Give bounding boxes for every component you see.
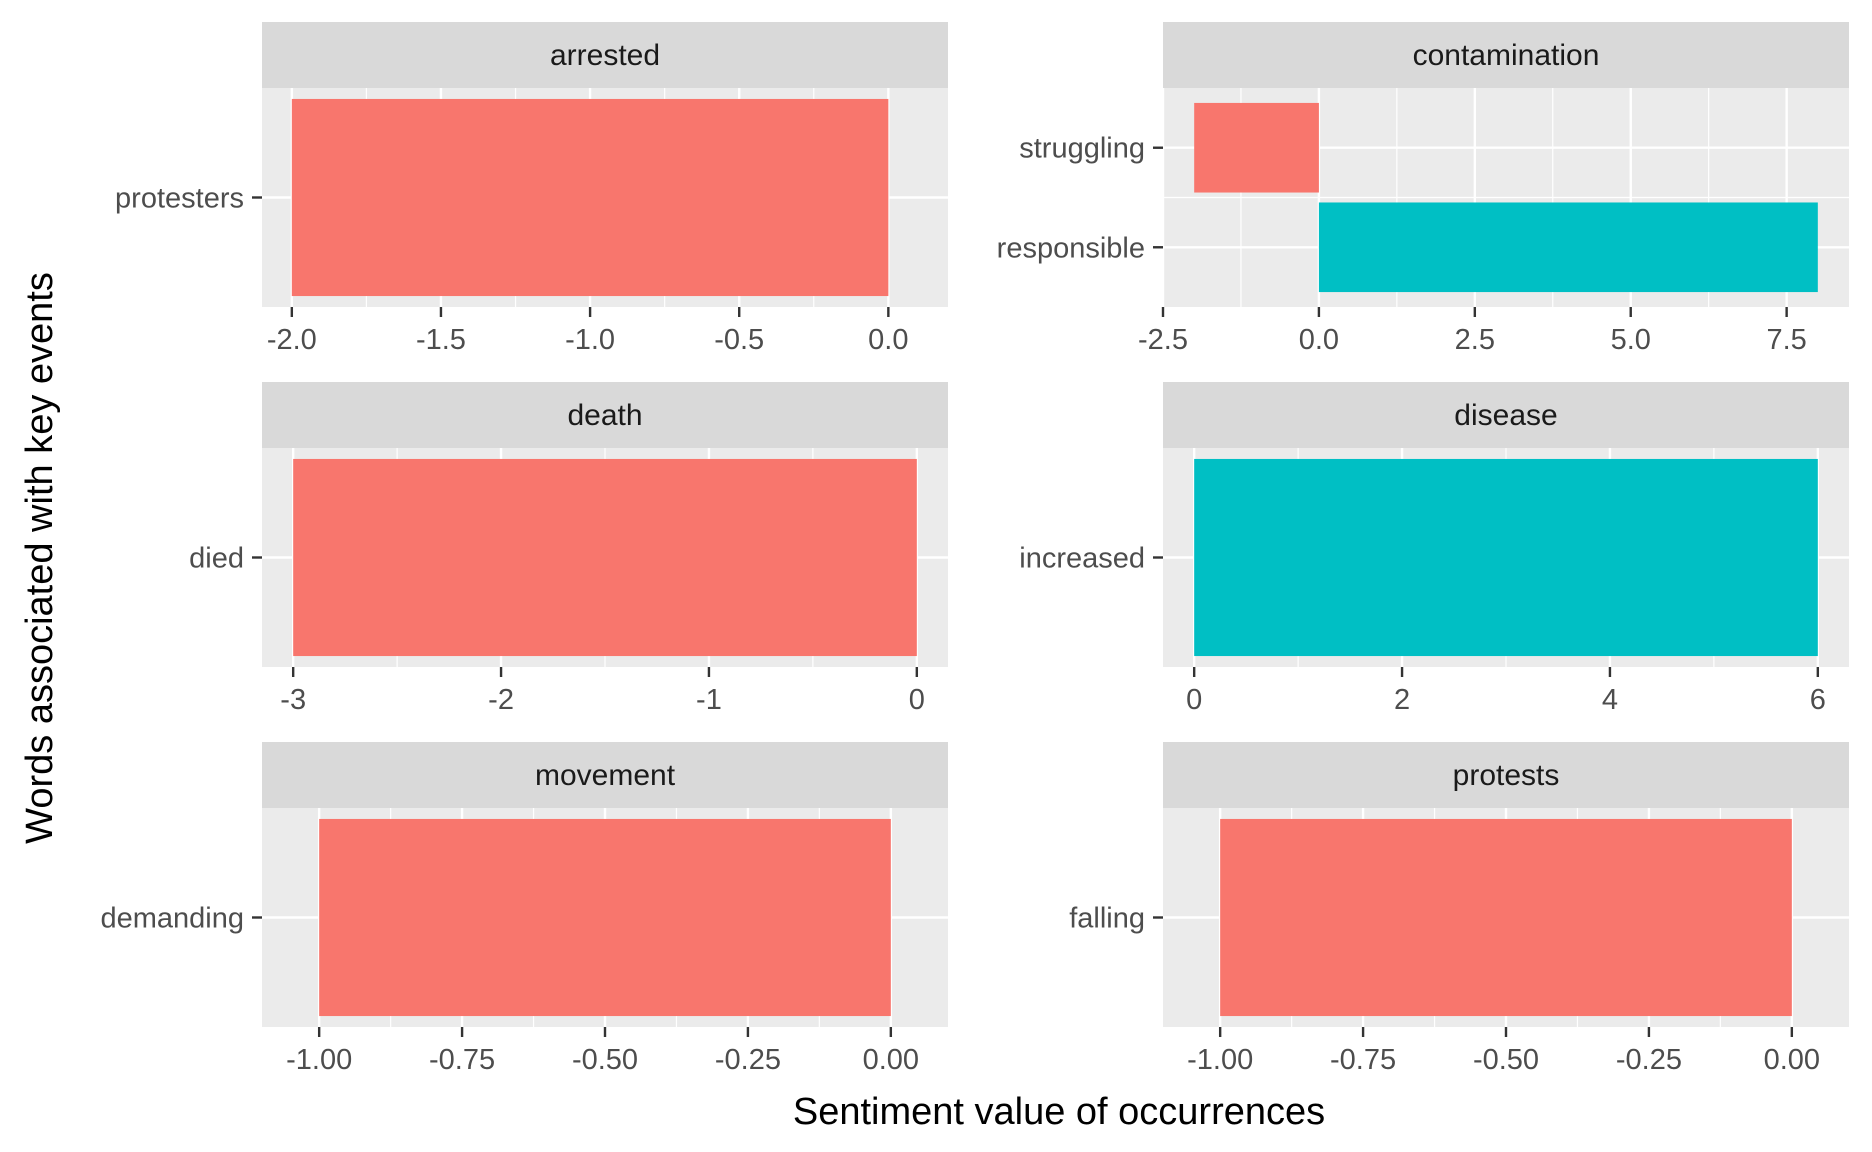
x-tick-label: 2 bbox=[1394, 684, 1410, 716]
facet-strip-disease bbox=[1163, 382, 1849, 448]
x-tick-label: 0 bbox=[1186, 684, 1202, 716]
bar-struggling bbox=[1194, 102, 1319, 193]
bar-died bbox=[293, 458, 917, 657]
facet-title: death bbox=[567, 399, 642, 432]
x-tick-label: 0.0 bbox=[1299, 324, 1339, 356]
facet-strip-protests bbox=[1163, 742, 1849, 808]
x-tick-label: 0.0 bbox=[868, 324, 908, 356]
x-tick-label: -1.5 bbox=[416, 324, 466, 356]
facet-title: movement bbox=[535, 759, 676, 792]
facet-strip-movement bbox=[262, 742, 948, 808]
x-tick-label: 0 bbox=[909, 684, 925, 716]
bar-falling bbox=[1220, 818, 1792, 1017]
x-tick-label: 6 bbox=[1810, 684, 1826, 716]
y-tick-label: responsible bbox=[997, 232, 1145, 264]
x-tick-label: 4 bbox=[1602, 684, 1618, 716]
x-tick-label: -0.75 bbox=[429, 1044, 495, 1076]
facet-strip-death bbox=[262, 382, 948, 448]
y-tick-label: falling bbox=[1069, 903, 1145, 935]
y-tick-label: demanding bbox=[101, 903, 245, 935]
x-tick-label: -1.0 bbox=[565, 324, 615, 356]
x-tick-label: 0.00 bbox=[863, 1044, 919, 1076]
facet-title: disease bbox=[1454, 399, 1557, 432]
y-tick-label: died bbox=[189, 543, 244, 575]
bar-protesters bbox=[291, 98, 889, 297]
y-tick-label: increased bbox=[1019, 543, 1145, 575]
x-tick-label: -0.5 bbox=[714, 324, 764, 356]
facet-title: contamination bbox=[1413, 39, 1600, 72]
x-tick-label: 5.0 bbox=[1611, 324, 1651, 356]
x-tick-label: 7.5 bbox=[1766, 324, 1806, 356]
x-axis-title: Sentiment value of occurrences bbox=[793, 1091, 1325, 1133]
facet-title: protests bbox=[1453, 759, 1560, 792]
x-tick-label: -0.25 bbox=[715, 1044, 781, 1076]
y-tick-label: struggling bbox=[1019, 133, 1145, 165]
facet-strip-arrested bbox=[262, 22, 948, 88]
y-tick-label: protesters bbox=[115, 183, 244, 215]
x-tick-label: -1 bbox=[696, 684, 722, 716]
x-tick-label: -0.50 bbox=[1473, 1044, 1539, 1076]
bar-demanding bbox=[319, 818, 891, 1017]
x-tick-label: -0.75 bbox=[1330, 1044, 1396, 1076]
x-tick-label: -0.50 bbox=[572, 1044, 638, 1076]
x-tick-label: 0.00 bbox=[1764, 1044, 1820, 1076]
bar-increased bbox=[1194, 458, 1818, 657]
x-tick-label: -2.0 bbox=[267, 324, 317, 356]
facet-title: arrested bbox=[550, 39, 660, 72]
facet-strip-contamination bbox=[1163, 22, 1849, 88]
x-tick-label: -1.00 bbox=[286, 1044, 352, 1076]
y-axis-title: Words associated with key events bbox=[19, 272, 61, 844]
x-tick-label: -0.25 bbox=[1616, 1044, 1682, 1076]
x-tick-label: 2.5 bbox=[1455, 324, 1495, 356]
x-tick-label: -2 bbox=[488, 684, 514, 716]
bar-responsible bbox=[1318, 202, 1818, 293]
x-tick-label: -3 bbox=[280, 684, 306, 716]
x-tick-label: -1.00 bbox=[1187, 1044, 1253, 1076]
x-tick-label: -2.5 bbox=[1138, 324, 1188, 356]
